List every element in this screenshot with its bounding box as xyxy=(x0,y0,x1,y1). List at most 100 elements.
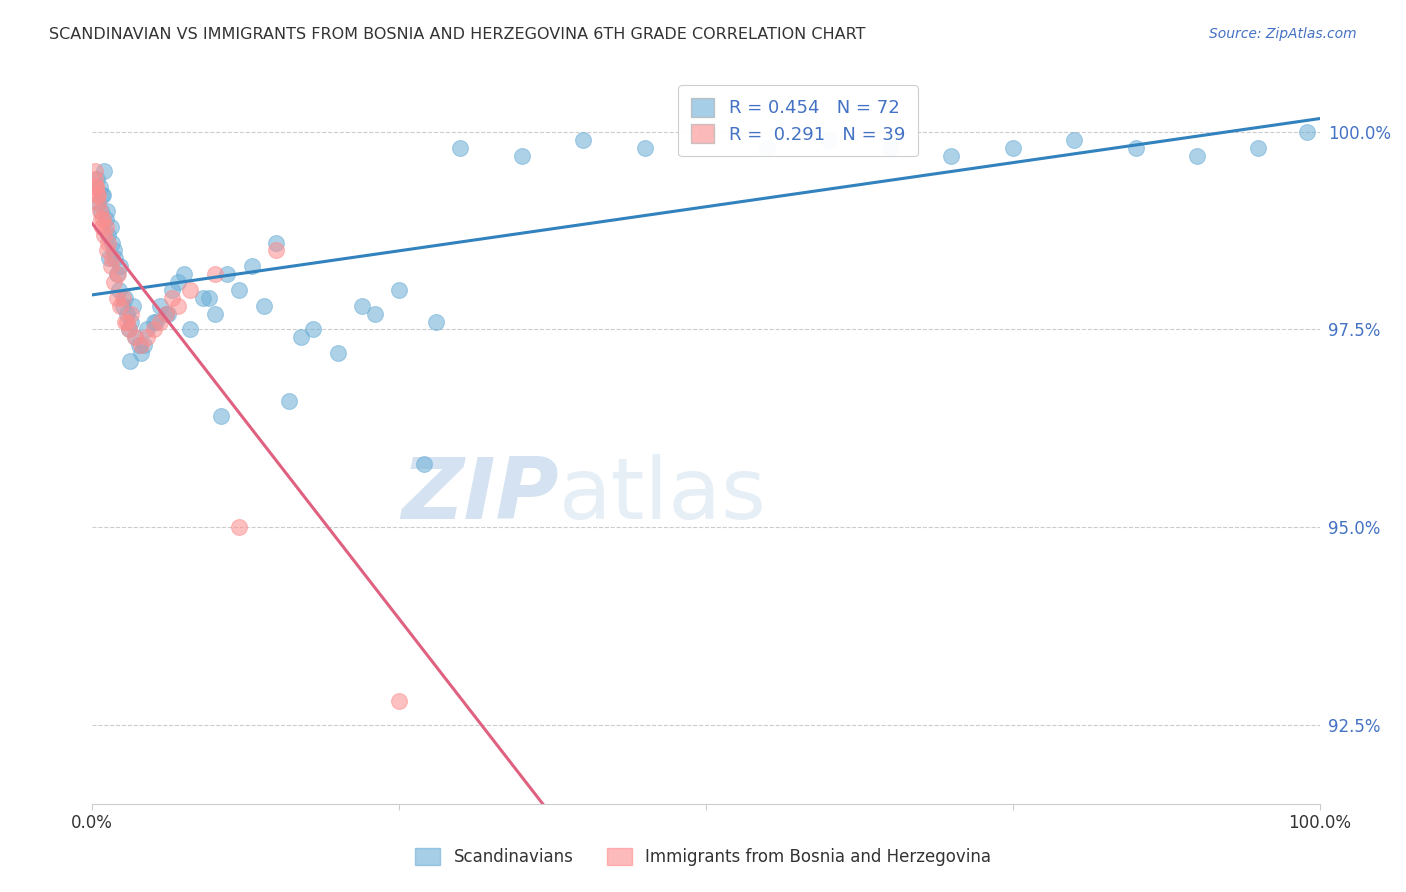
Point xyxy=(510,148,533,162)
Point xyxy=(105,291,128,305)
Point xyxy=(136,330,159,344)
Point xyxy=(97,227,120,242)
Point xyxy=(128,338,150,352)
Point xyxy=(111,299,134,313)
Point xyxy=(83,172,105,186)
Text: atlas: atlas xyxy=(558,454,766,537)
Point xyxy=(142,322,165,336)
Point xyxy=(160,283,183,297)
Point xyxy=(425,315,447,329)
Point xyxy=(290,330,312,344)
Point xyxy=(110,259,132,273)
Point xyxy=(91,188,114,202)
Point xyxy=(89,180,111,194)
Point xyxy=(86,180,108,194)
Point xyxy=(1001,140,1024,154)
Point xyxy=(87,196,110,211)
Point xyxy=(145,315,167,329)
Point xyxy=(149,299,172,313)
Point xyxy=(124,330,146,344)
Point xyxy=(120,307,142,321)
Point xyxy=(97,235,120,250)
Point xyxy=(1125,140,1147,154)
Point xyxy=(118,322,141,336)
Point xyxy=(118,322,141,336)
Point xyxy=(266,244,288,258)
Point xyxy=(115,307,138,321)
Legend: Scandinavians, Immigrants from Bosnia and Herzegovina: Scandinavians, Immigrants from Bosnia an… xyxy=(402,834,1004,880)
Point xyxy=(129,338,152,352)
Point xyxy=(96,203,118,218)
Point xyxy=(388,694,411,708)
Point xyxy=(191,291,214,305)
Point xyxy=(132,338,155,352)
Point xyxy=(87,196,110,211)
Point xyxy=(91,219,114,234)
Point xyxy=(120,354,142,368)
Point xyxy=(179,283,201,297)
Point xyxy=(352,299,374,313)
Point xyxy=(136,322,159,336)
Point xyxy=(1185,148,1208,162)
Point xyxy=(204,267,226,281)
Point xyxy=(817,133,839,147)
Point xyxy=(388,283,411,297)
Point xyxy=(197,291,219,305)
Point xyxy=(879,140,901,154)
Point xyxy=(100,219,122,234)
Point xyxy=(149,315,172,329)
Point xyxy=(90,203,112,218)
Point xyxy=(179,322,201,336)
Point xyxy=(86,172,108,186)
Point xyxy=(173,267,195,281)
Point xyxy=(228,283,250,297)
Point xyxy=(209,409,232,424)
Point xyxy=(98,252,121,266)
Point xyxy=(91,211,114,226)
Point xyxy=(217,267,239,281)
Point xyxy=(94,219,117,234)
Point xyxy=(114,291,136,305)
Point xyxy=(105,267,128,281)
Point xyxy=(572,133,595,147)
Point xyxy=(104,252,127,266)
Point xyxy=(1296,125,1319,139)
Point xyxy=(93,227,115,242)
Point xyxy=(941,148,963,162)
Point xyxy=(155,307,177,321)
Point xyxy=(89,203,111,218)
Point xyxy=(114,315,136,329)
Point xyxy=(84,164,107,178)
Point xyxy=(94,211,117,226)
Point xyxy=(111,291,134,305)
Point xyxy=(157,307,180,321)
Point xyxy=(91,188,114,202)
Point xyxy=(277,393,299,408)
Point xyxy=(756,140,779,154)
Point xyxy=(103,275,125,289)
Point xyxy=(120,315,142,329)
Point xyxy=(412,457,434,471)
Point xyxy=(160,291,183,305)
Point xyxy=(86,188,108,202)
Text: Source: ZipAtlas.com: Source: ZipAtlas.com xyxy=(1209,27,1357,41)
Point xyxy=(121,299,143,313)
Point xyxy=(101,252,124,266)
Text: SCANDINAVIAN VS IMMIGRANTS FROM BOSNIA AND HERZEGOVINA 6TH GRADE CORRELATION CHA: SCANDINAVIAN VS IMMIGRANTS FROM BOSNIA A… xyxy=(49,27,866,42)
Point xyxy=(167,275,190,289)
Point xyxy=(124,330,146,344)
Point xyxy=(326,346,349,360)
Point xyxy=(103,244,125,258)
Point xyxy=(93,164,115,178)
Point xyxy=(695,125,717,139)
Point xyxy=(1247,140,1270,154)
Point xyxy=(167,299,190,313)
Point xyxy=(108,283,131,297)
Point xyxy=(1063,133,1085,147)
Text: ZIP: ZIP xyxy=(401,454,558,537)
Point xyxy=(204,307,226,321)
Point xyxy=(266,235,288,250)
Point xyxy=(84,180,107,194)
Point xyxy=(240,259,263,273)
Point xyxy=(129,346,152,360)
